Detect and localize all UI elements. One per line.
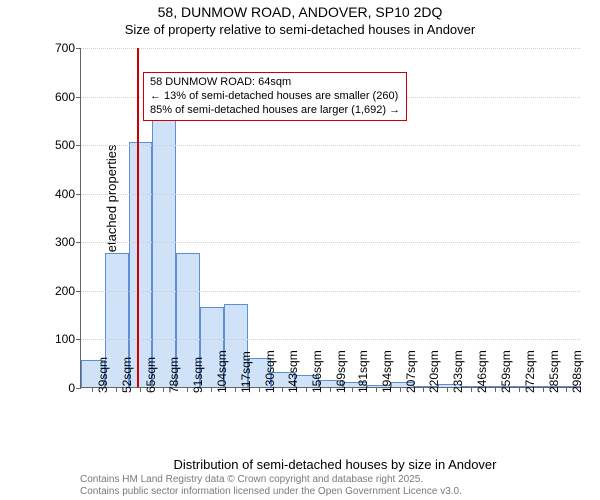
y-tick-label: 600 [55, 90, 75, 104]
x-tick-label: 52sqm [120, 357, 134, 393]
x-tick [423, 387, 424, 392]
y-tick [76, 97, 81, 98]
x-tick [306, 387, 307, 392]
annotation-line: 85% of semi-detached houses are larger (… [150, 104, 400, 118]
annotation-line: ← 13% of semi-detached houses are smalle… [150, 90, 400, 104]
x-tick-label: 259sqm [499, 350, 513, 393]
x-tick [259, 387, 260, 392]
y-tick [76, 291, 81, 292]
x-tick [352, 387, 353, 392]
y-tick [76, 242, 81, 243]
y-tick-label: 0 [68, 381, 75, 395]
x-axis-label: Distribution of semi-detached houses by … [80, 457, 590, 472]
y-tick-label: 200 [55, 284, 75, 298]
x-tick-label: 285sqm [547, 350, 561, 393]
x-tick-label: 194sqm [380, 350, 394, 393]
x-tick [116, 387, 117, 392]
title-line-2: Size of property relative to semi-detach… [0, 22, 600, 37]
title-line-1: 58, DUNMOW ROAD, ANDOVER, SP10 2DQ [0, 4, 600, 20]
gridline [81, 194, 580, 195]
x-tick-label: 143sqm [286, 350, 300, 393]
x-tick-label: 130sqm [263, 350, 277, 393]
x-tick-label: 272sqm [523, 350, 537, 393]
y-tick-label: 100 [55, 332, 75, 346]
x-tick-label: 156sqm [310, 350, 324, 393]
x-tick [187, 387, 188, 392]
gridline [81, 339, 580, 340]
x-tick [235, 387, 236, 392]
chart-container: 58, DUNMOW ROAD, ANDOVER, SP10 2DQ Size … [0, 0, 600, 500]
x-tick-label: 91sqm [191, 357, 205, 393]
x-tick [92, 387, 93, 392]
x-tick-label: 117sqm [239, 351, 253, 393]
x-tick-label: 169sqm [334, 350, 348, 393]
x-tick [543, 387, 544, 392]
title-block: 58, DUNMOW ROAD, ANDOVER, SP10 2DQ Size … [0, 4, 600, 37]
x-tick-label: 233sqm [451, 350, 465, 393]
plot-area: 010020030040050060070039sqm52sqm65sqm78s… [80, 48, 580, 388]
x-tick [330, 387, 331, 392]
gridline [81, 291, 580, 292]
attribution-line-2: Contains public sector information licen… [80, 486, 462, 498]
x-tick [495, 387, 496, 392]
y-tick [76, 48, 81, 49]
y-tick [76, 388, 81, 389]
x-tick-label: 78sqm [167, 357, 181, 393]
gridline [81, 242, 580, 243]
y-tick-label: 300 [55, 235, 75, 249]
y-tick-label: 500 [55, 138, 75, 152]
x-tick [471, 387, 472, 392]
histogram-bar [129, 142, 153, 387]
attribution-line-1: Contains HM Land Registry data © Crown c… [80, 474, 462, 486]
x-tick-label: 207sqm [404, 350, 418, 393]
x-tick [400, 387, 401, 392]
x-tick [211, 387, 212, 392]
y-tick-label: 700 [55, 41, 75, 55]
x-tick-label: 220sqm [427, 350, 441, 393]
x-tick-label: 39sqm [96, 357, 110, 393]
gridline [81, 145, 580, 146]
x-tick-label: 298sqm [570, 350, 584, 393]
x-tick-label: 65sqm [144, 357, 158, 393]
x-tick [282, 387, 283, 392]
y-tick [76, 339, 81, 340]
annotation-box: 58 DUNMOW ROAD: 64sqm← 13% of semi-detac… [143, 72, 407, 121]
x-tick [163, 387, 164, 392]
histogram-bar [152, 113, 176, 387]
x-tick [566, 387, 567, 392]
y-tick [76, 145, 81, 146]
x-tick [140, 387, 141, 392]
y-tick [76, 194, 81, 195]
gridline [81, 48, 580, 49]
x-tick-label: 246sqm [475, 350, 489, 393]
x-tick [519, 387, 520, 392]
x-tick-label: 181sqm [356, 350, 370, 393]
marker-line [137, 48, 139, 387]
x-tick [447, 387, 448, 392]
x-tick-label: 104sqm [215, 350, 229, 393]
annotation-line: 58 DUNMOW ROAD: 64sqm [150, 76, 400, 90]
x-tick [376, 387, 377, 392]
attribution: Contains HM Land Registry data © Crown c… [80, 474, 462, 498]
y-tick-label: 400 [55, 187, 75, 201]
